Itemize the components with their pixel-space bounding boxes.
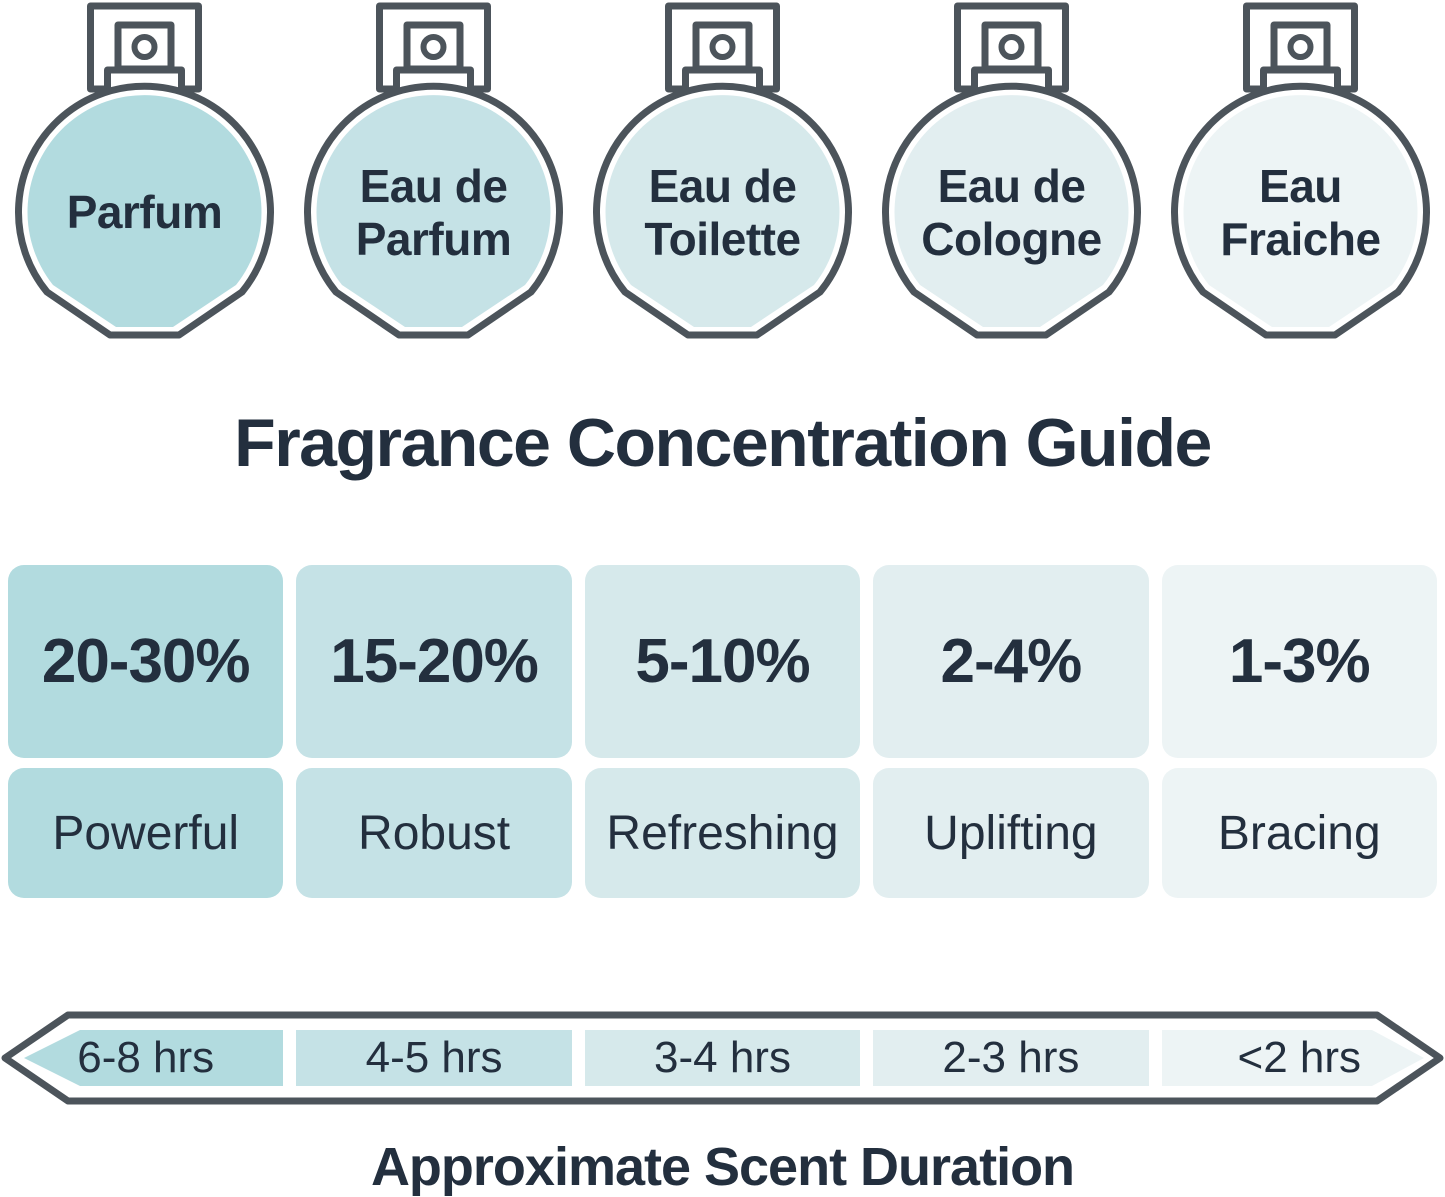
concentration-cell: 2-4%	[873, 565, 1149, 758]
duration-label: 4-5 hrs	[365, 1033, 503, 1082]
bottle-parfum: Parfum	[0, 2, 289, 344]
bottle-label: Parfum	[66, 186, 223, 239]
character-cell: Powerful	[8, 768, 284, 898]
duration-axis-caption: Approximate Scent Duration	[370, 1137, 1075, 1197]
concentration-cell: 20-30%	[8, 565, 284, 758]
character-cell: Uplifting	[873, 768, 1149, 898]
concentration-cell: 1-3%	[1161, 565, 1437, 758]
perfume-bottle-icon	[304, 2, 563, 339]
duration-labels: 6-8 hrs 4-5 hrs 3-4 hrs 2-3 hrs <2 hrs	[8, 1010, 1437, 1106]
bottle-label: Eau de Cologne	[921, 159, 1102, 265]
perfume-bottle-icon	[15, 2, 274, 339]
concentration-table: 20-30% 15-20% 5-10% 2-4% 1-3% Powerful R…	[8, 565, 1437, 898]
duration-arrow	[0, 1010, 1445, 1106]
perfume-bottle-icon	[593, 2, 852, 339]
duration-label: 6-8 hrs	[77, 1033, 215, 1082]
bottle-eau-de-parfum: Eau de Parfum	[289, 2, 578, 344]
duration-segment	[1162, 1030, 1424, 1086]
duration-segment	[24, 1030, 283, 1086]
concentration-cell: 15-20%	[296, 565, 572, 758]
concentration-cell: 5-10%	[584, 565, 861, 758]
bottle-eau-de-toilette: Eau de Toilette	[578, 2, 867, 344]
duration-segment	[873, 1030, 1149, 1086]
character-cell: Bracing	[1161, 768, 1437, 898]
duration-label: 3-4 hrs	[654, 1033, 791, 1082]
bottle-row: Parfum Eau de Parfum Eau de To	[0, 2, 1445, 344]
bottle-eau-fraiche: Eau Fraiche	[1156, 2, 1445, 344]
double-arrow-icon	[1, 1011, 1444, 1105]
duration-label: <2 hrs	[1237, 1033, 1362, 1082]
character-cell: Refreshing	[584, 768, 861, 898]
bottle-label: Eau de Toilette	[644, 159, 801, 265]
perfume-bottle-icon	[1171, 2, 1430, 339]
duration-segment	[296, 1030, 572, 1086]
character-cell: Robust	[296, 768, 572, 898]
duration-label: 2-3 hrs	[942, 1033, 1080, 1082]
bottle-eau-de-cologne: Eau de Cologne	[867, 2, 1156, 344]
perfume-bottle-icon	[882, 2, 1141, 339]
duration-segment	[585, 1030, 860, 1086]
page-title: Fragrance Concentration Guide	[234, 405, 1212, 481]
bottle-label: Eau Fraiche	[1220, 159, 1381, 265]
bottle-label: Eau de Parfum	[355, 159, 512, 265]
